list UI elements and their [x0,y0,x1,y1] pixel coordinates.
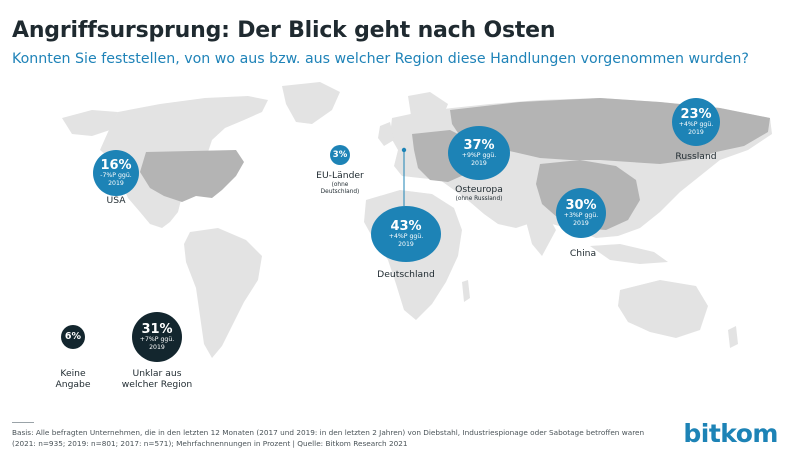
uk-landmass [378,122,394,146]
russia-change: +4%P ggü. [678,121,714,129]
footer-line-1: Basis: Alle befragten Unternehmen, die i… [12,428,645,437]
eastern-europe-label-sub: (ohne Russland) [455,195,503,202]
china-label: China [569,248,597,259]
usa-highlight [140,150,244,202]
russia-change-year: 2019 [688,128,704,136]
germany-marker [401,147,407,153]
eu-percent: 3% [332,149,348,160]
footer-divider [12,422,34,423]
no-answer-bubble: 6% [61,325,85,349]
china-percent: 30% [565,197,597,213]
footer-line-2: (2021: n=935; 2019: n=801; 2017: n=571);… [12,438,408,448]
unclear-change-year: 2019 [149,343,165,351]
scandinavia-landmass [408,92,448,132]
south-america-landmass [184,228,262,358]
new-zealand-landmass [728,326,738,348]
madagascar-landmass [462,280,470,302]
footer-note: Basis: Alle befragten Unternehmen, die i… [12,428,644,449]
eastern-europe-change-year: 2019 [471,159,487,167]
russia-percent: 23% [680,106,712,122]
no-answer-percent: 6% [64,331,82,343]
germany-change: +4%P ggü. [388,233,424,241]
unclear-percent: 31% [141,321,173,337]
china-change-year: 2019 [573,219,589,227]
germany-bubble: 43% +4%P ggü. 2019 [371,206,441,262]
bitkom-logo: bitkom [683,419,778,448]
japan-landmass [660,172,672,196]
no-answer-label-1: Keine [60,368,86,379]
australia-landmass [618,280,708,338]
unclear-label-1: Unklar aus [132,368,182,379]
germany-label: Deutschland [377,269,435,280]
usa-bubble: 16% -7%P ggü. 2019 [93,150,139,196]
china-change: +3%P ggü. [563,212,599,220]
alaska-landmass [62,110,118,136]
unclear-label-2: welcher Region [121,378,193,390]
eu-label-sub-1: (ohne [331,181,349,188]
unclear-bubble: 31% +7%P ggü. 2019 [132,312,182,362]
russia-bubble: 23% +4%P ggü. 2019 [672,98,720,146]
china-bubble: 30% +3%P ggü. 2019 [556,188,606,238]
unclear-label: Unklar aus welcher Region [117,368,197,390]
usa-change: -7%P ggü. [100,172,132,180]
eastern-europe-label: Osteuropa (ohne Russland) [444,184,514,203]
greenland-landmass [282,82,340,124]
eastern-europe-change: +9%P ggü. [461,152,497,160]
eu-label-sub-2: Deutschland) [320,188,360,195]
usa-change-year: 2019 [108,179,124,187]
india-landmass [524,212,556,256]
no-answer-label: Keine Angabe [53,368,93,390]
eastern-europe-bubble: 37% +9%P ggü. 2019 [448,126,510,180]
eu-label: EU-Länder (ohne Deutschland) [310,170,370,196]
germany-change-year: 2019 [398,240,414,248]
chart-subtitle: Konnten Sie feststellen, von wo aus bzw.… [12,51,749,67]
russia-label: Russland [675,151,717,162]
eu-label-main: EU-Länder [316,170,364,181]
southeast-asia-landmass [590,244,668,264]
usa-percent: 16% [100,157,132,173]
usa-label: USA [106,195,126,206]
eu-bubble: 3% [330,145,350,165]
chart-title: Angriffsursprung: Der Blick geht nach Os… [12,18,556,43]
unclear-change: +7%P ggü. [139,336,175,344]
germany-percent: 43% [390,218,422,234]
eastern-europe-label-main: Osteuropa [455,184,503,195]
eastern-europe-percent: 37% [463,137,495,153]
no-answer-label-2: Angabe [55,378,91,390]
